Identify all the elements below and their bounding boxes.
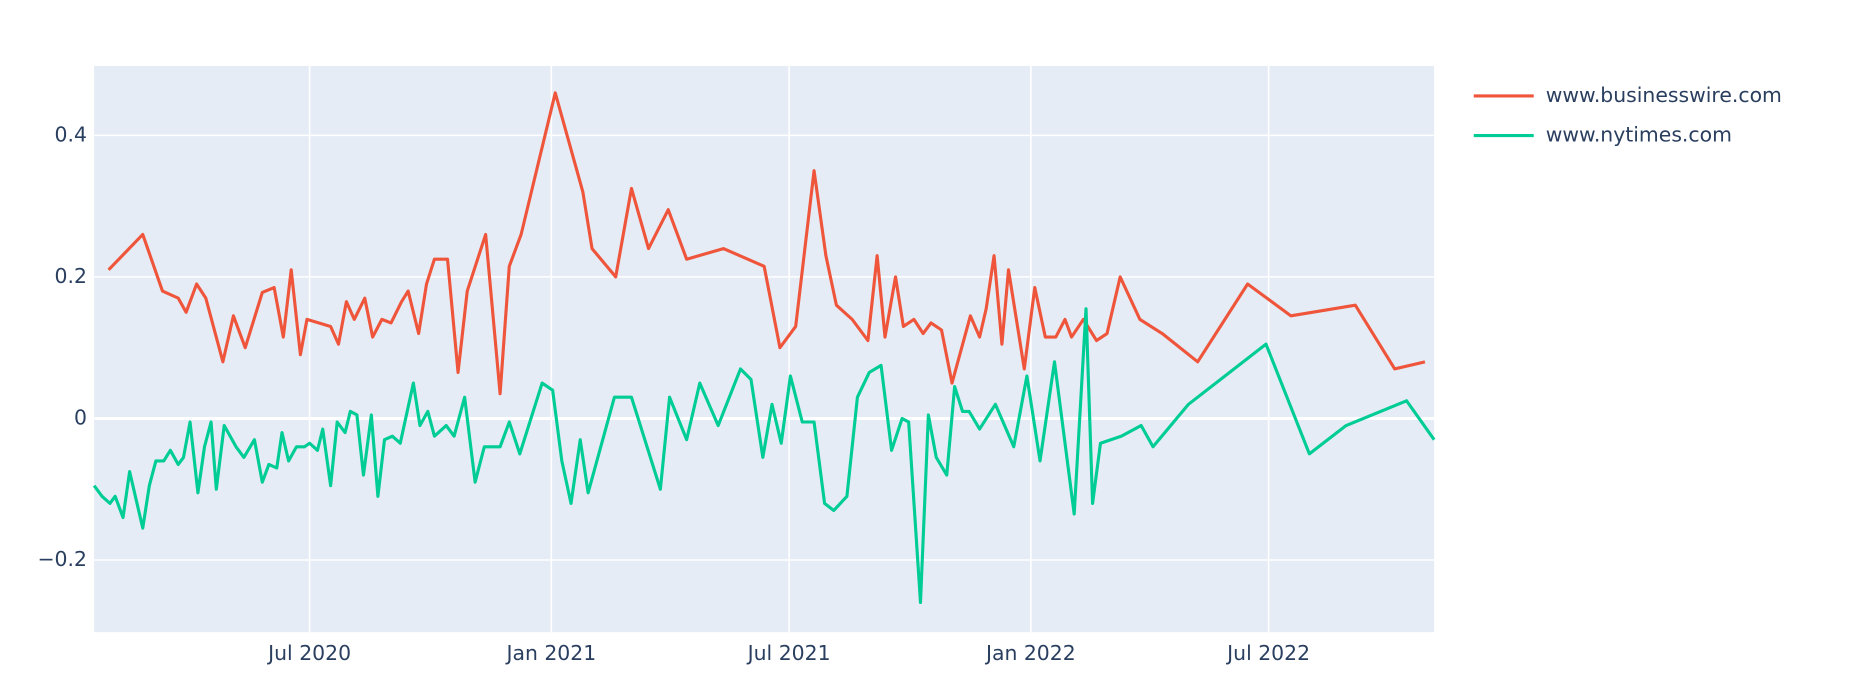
- y-tick-label: 0.2: [55, 264, 87, 288]
- legend-label: www.businesswire.com: [1546, 83, 1782, 107]
- axis-labels: Jul 2020 Jan 2021 Jul 2021 Jan 2022 Jul 2022…: [37, 122, 1310, 664]
- series-line: [107, 91, 1426, 396]
- legend-label: www.nytimes.com: [1546, 123, 1732, 147]
- legend-item[interactable]: www.businesswire.com: [1473, 83, 1782, 107]
- y-tick-label: 0: [74, 405, 87, 429]
- legend: www.businesswire.com www.nytimes.com: [1473, 83, 1782, 147]
- legend-item[interactable]: www.nytimes.com: [1473, 123, 1732, 147]
- x-tick-label: Jul 2021: [746, 641, 831, 665]
- plot-area: [94, 65, 1435, 633]
- x-tick-label: Jan 2021: [504, 641, 596, 665]
- lines: [92, 91, 1436, 605]
- series-line: [92, 307, 1436, 605]
- y-tick-label: −0.2: [37, 547, 86, 571]
- x-tick-label: Jul 2022: [1225, 641, 1310, 665]
- x-tick-label: Jan 2022: [984, 641, 1076, 665]
- x-tick-label: Jul 2020: [266, 641, 351, 665]
- y-tick-label: 0.4: [55, 122, 87, 146]
